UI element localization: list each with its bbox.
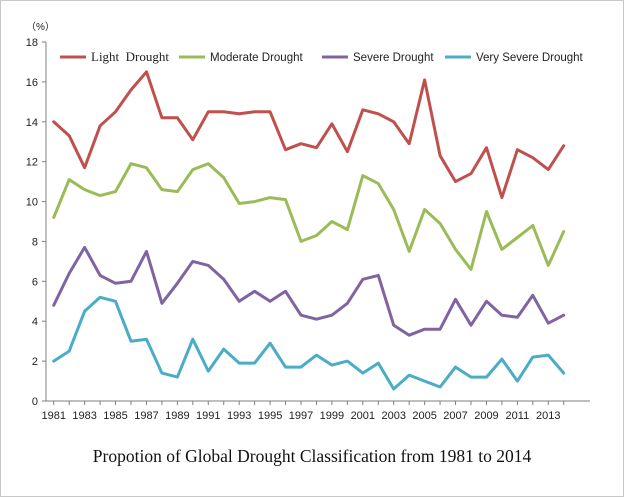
legend-label: Light Drought <box>91 49 169 64</box>
y-tick-label: 10 <box>26 197 38 209</box>
series-line-4 <box>52 295 566 391</box>
chart-title: Propotion of Global Drought Classificati… <box>92 446 532 466</box>
x-tick-label: 2013 <box>536 410 560 422</box>
series-line-2 <box>52 162 566 271</box>
x-tick-label: 2003 <box>381 410 405 422</box>
x-tick-label: 2011 <box>506 410 530 422</box>
y-tick-label: 4 <box>32 316 38 328</box>
x-tick-label: 2007 <box>443 410 467 422</box>
y-tick-label: 2 <box>32 356 38 368</box>
x-tick-label: 1997 <box>289 410 313 422</box>
y-tick-label: 6 <box>32 276 38 288</box>
x-tick-label: 1993 <box>227 410 251 422</box>
series-layer <box>52 70 566 391</box>
x-tick-label: 1991 <box>196 410 220 422</box>
y-tick-label: 0 <box>32 396 38 408</box>
x-tick-label: 1995 <box>258 410 282 422</box>
y-tick-label: 18 <box>26 37 38 49</box>
x-tick-label: 2009 <box>474 410 498 422</box>
y-tick-label: 12 <box>26 157 38 169</box>
axes: 0 2 4 6 8 10 12 14 16 18 1981 1983 1985 1987 1989 1991 1… <box>26 37 590 422</box>
legend: Light Drought Moderate Drought Severe Drou… <box>60 49 584 64</box>
x-tick-label: 1983 <box>72 410 96 422</box>
x-tick-label: 2001 <box>351 410 375 422</box>
y-unit-label: （%） <box>26 21 55 33</box>
x-tick-label: 1987 <box>134 410 158 422</box>
x-tick-label: 1999 <box>320 410 344 422</box>
series-line-1 <box>52 70 566 200</box>
legend-label: Very Severe Drought <box>476 52 584 64</box>
legend-label: Severe Drought <box>353 52 434 64</box>
x-tick-label: 1989 <box>165 410 189 422</box>
y-tick-label: 8 <box>32 236 38 248</box>
y-tick-label: 14 <box>26 117 38 129</box>
series-line-3 <box>52 245 566 337</box>
x-tick-label: 2005 <box>412 410 436 422</box>
x-tick-label: 1981 <box>41 410 65 422</box>
y-tick-label: 16 <box>26 77 38 89</box>
x-tick-label: 1985 <box>103 410 127 422</box>
legend-label: Moderate Drought <box>210 52 303 64</box>
